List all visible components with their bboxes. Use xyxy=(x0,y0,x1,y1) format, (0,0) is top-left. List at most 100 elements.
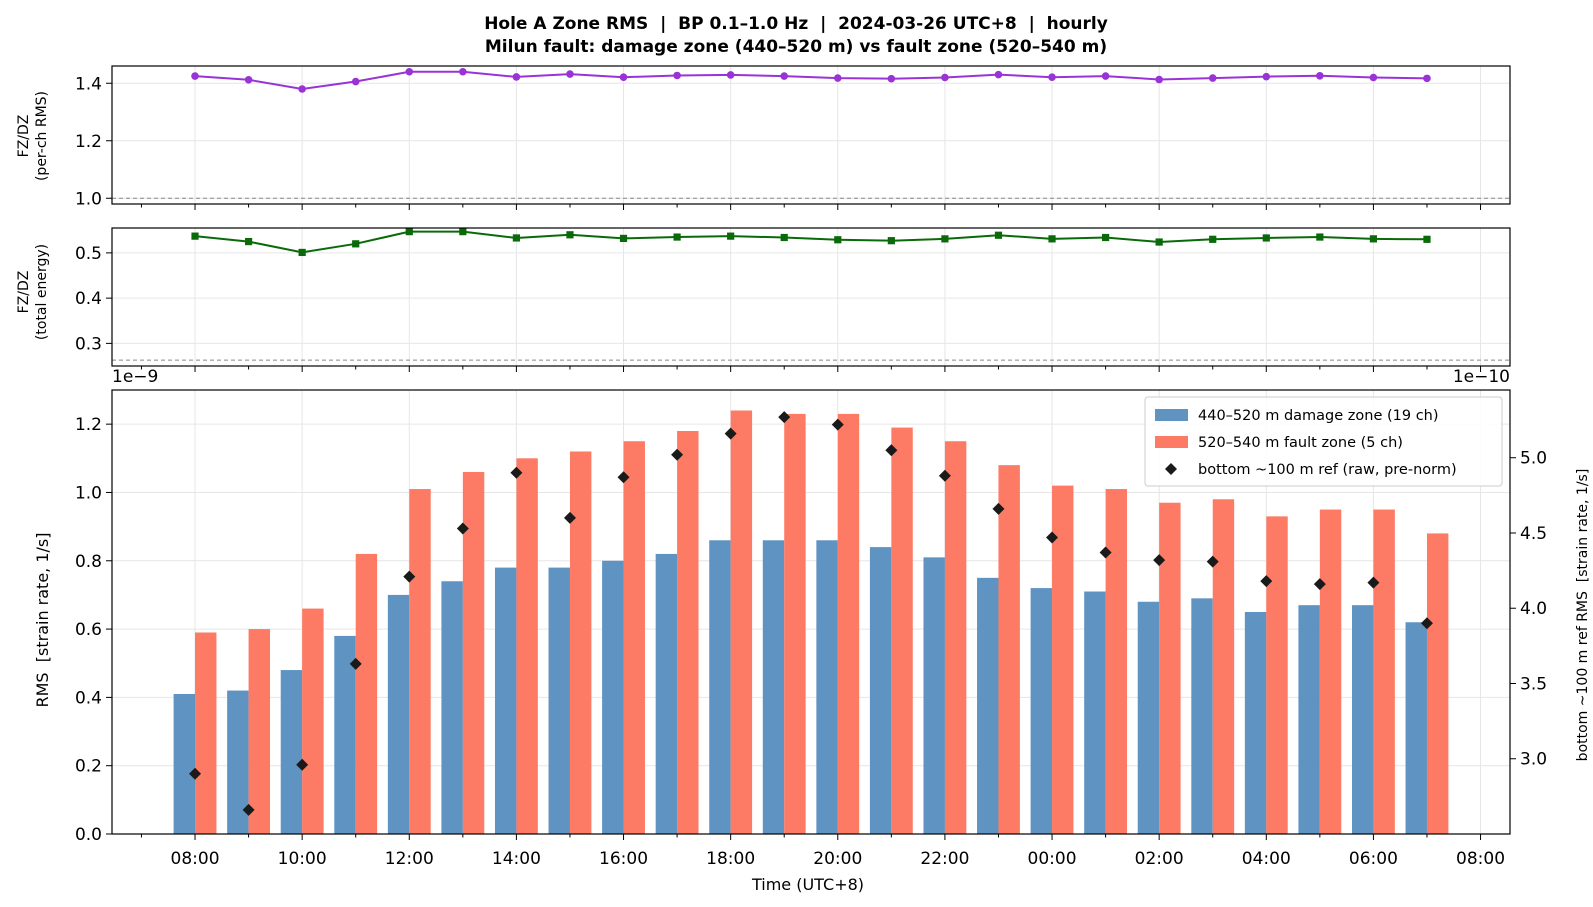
bottom-y-tick-label: 1.2 xyxy=(75,415,102,435)
top-y-tick-label: 1.4 xyxy=(75,74,102,94)
bottom-y-tick-label: 1.0 xyxy=(75,483,102,503)
mid-data-point xyxy=(1423,235,1431,243)
reference-point xyxy=(1260,575,1273,588)
bar-fault-zone xyxy=(998,465,1020,834)
bar-damage-zone xyxy=(280,670,303,834)
legend-swatch-bar xyxy=(1155,409,1188,421)
mid-data-point xyxy=(941,235,949,243)
mid-data-point xyxy=(1209,235,1217,243)
bar-damage-zone xyxy=(923,557,945,834)
top-axes-frame xyxy=(111,65,1511,205)
mid-data-point xyxy=(1101,233,1110,242)
bar-damage-zone xyxy=(441,581,463,834)
mid-data-point xyxy=(994,231,1003,239)
bar-damage-zone xyxy=(655,553,678,834)
top-data-point xyxy=(566,70,574,78)
x-tick-label: 02:00 xyxy=(1135,849,1184,869)
reference-point xyxy=(349,657,362,670)
top-data-point xyxy=(351,77,360,86)
legend-label: 520–540 m fault zone (5 ch) xyxy=(1198,435,1403,451)
x-tick-label: 00:00 xyxy=(1028,849,1077,869)
bar-fault-zone xyxy=(1159,502,1181,834)
bottom-y-tick-label: 0.0 xyxy=(75,825,102,845)
bottom-y2-tick-label: 5.0 xyxy=(1520,449,1547,469)
bottom-y2-tick-label: 3.0 xyxy=(1520,750,1547,770)
top-data-point xyxy=(1101,72,1110,80)
top-y-tick-label: 1.0 xyxy=(75,189,102,209)
bar-damage-zone xyxy=(494,567,517,834)
mid-data-point xyxy=(619,234,628,243)
mid-data-point xyxy=(1316,233,1324,241)
reference-point xyxy=(885,444,898,457)
bar-fault-zone xyxy=(677,430,699,834)
bottom-axes-frame xyxy=(111,389,1511,835)
bottom-y-tick-label: 0.2 xyxy=(75,757,102,777)
reference-point xyxy=(189,767,202,780)
legend-label: 440–520 m damage zone (19 ch) xyxy=(1198,408,1439,424)
reference-point xyxy=(1313,578,1326,591)
x-tick-label: 14:00 xyxy=(492,849,541,869)
bar-fault-zone xyxy=(1105,489,1128,834)
top-data-point xyxy=(512,73,521,81)
top-data-point xyxy=(1048,73,1056,82)
x-tick-label: 22:00 xyxy=(920,849,969,869)
x-tick-label: 08:00 xyxy=(1456,849,1505,869)
top-data-point xyxy=(244,76,253,84)
top-data-point xyxy=(780,72,789,80)
reference-point xyxy=(778,411,791,424)
bar-damage-zone xyxy=(1084,591,1106,834)
x-tick-label: 18:00 xyxy=(706,849,755,869)
bar-fault-zone xyxy=(1426,533,1449,834)
ratio-energy-panel: 0.3 0.4 0.5 xyxy=(75,227,1511,372)
top-series-line xyxy=(194,70,1428,91)
bottom-offset-left: 1e−9 xyxy=(112,367,158,387)
mid-series-line xyxy=(194,230,1428,254)
mid-y-tick-label: 0.4 xyxy=(75,289,102,309)
y-axis-label-left: RMS [strain rate, 1/s] xyxy=(33,533,52,708)
reference-point xyxy=(617,471,630,484)
mid-axes-frame xyxy=(111,227,1511,367)
bar-damage-zone xyxy=(387,594,410,834)
rms-bar-panel: 08:00 10:00 12:00 14:00 16:00 18:00 20:00 22:00… xyxy=(75,389,1547,869)
top-data-point xyxy=(833,74,842,82)
top-data-point xyxy=(1423,74,1431,83)
bar-damage-zone xyxy=(548,567,570,834)
bar-damage-zone xyxy=(1244,612,1267,834)
top-data-point xyxy=(941,73,949,82)
bar-fault-zone xyxy=(623,441,645,834)
x-tick-label: 16:00 xyxy=(599,849,648,869)
top-data-point xyxy=(1369,73,1378,82)
mid-data-point xyxy=(673,233,681,241)
bar-damage-zone xyxy=(709,540,731,834)
x-tick-label: 20:00 xyxy=(813,849,862,869)
top-data-point xyxy=(1316,71,1324,80)
reference-point xyxy=(1046,531,1059,544)
mid-data-point xyxy=(834,236,842,244)
mid-data-point xyxy=(1369,235,1378,243)
bar-damage-zone xyxy=(869,547,892,834)
bar-fault-zone xyxy=(1212,499,1235,834)
bar-damage-zone xyxy=(816,540,838,834)
mid-data-point xyxy=(887,237,895,245)
bottom-offset-right: 1e−10 xyxy=(1453,367,1510,387)
chart-title-line1: Hole A Zone RMS | BP 0.1–1.0 Hz | 2024-0… xyxy=(484,14,1108,34)
bar-damage-zone xyxy=(602,560,624,834)
bar-fault-zone xyxy=(409,489,431,834)
bar-fault-zone xyxy=(1373,509,1395,834)
reference-point xyxy=(938,469,951,482)
bar-damage-zone xyxy=(1405,622,1427,834)
mid-ylabel-line1: FZ/DZ xyxy=(16,271,32,314)
x-tick-label: 10:00 xyxy=(278,849,327,869)
x-tick-label: 06:00 xyxy=(1349,849,1398,869)
bar-fault-zone xyxy=(1052,485,1074,834)
top-ylabel-line1: FZ/DZ xyxy=(16,115,32,158)
mid-data-point xyxy=(1048,235,1056,243)
bottom-y-tick-label: 0.4 xyxy=(75,688,102,708)
bar-damage-zone xyxy=(227,690,249,834)
bar-fault-zone xyxy=(837,413,860,834)
reference-point xyxy=(992,502,1005,515)
reference-point xyxy=(671,448,684,461)
bar-damage-zone xyxy=(173,693,196,834)
bottom-y2-tick-label: 4.5 xyxy=(1520,524,1547,544)
